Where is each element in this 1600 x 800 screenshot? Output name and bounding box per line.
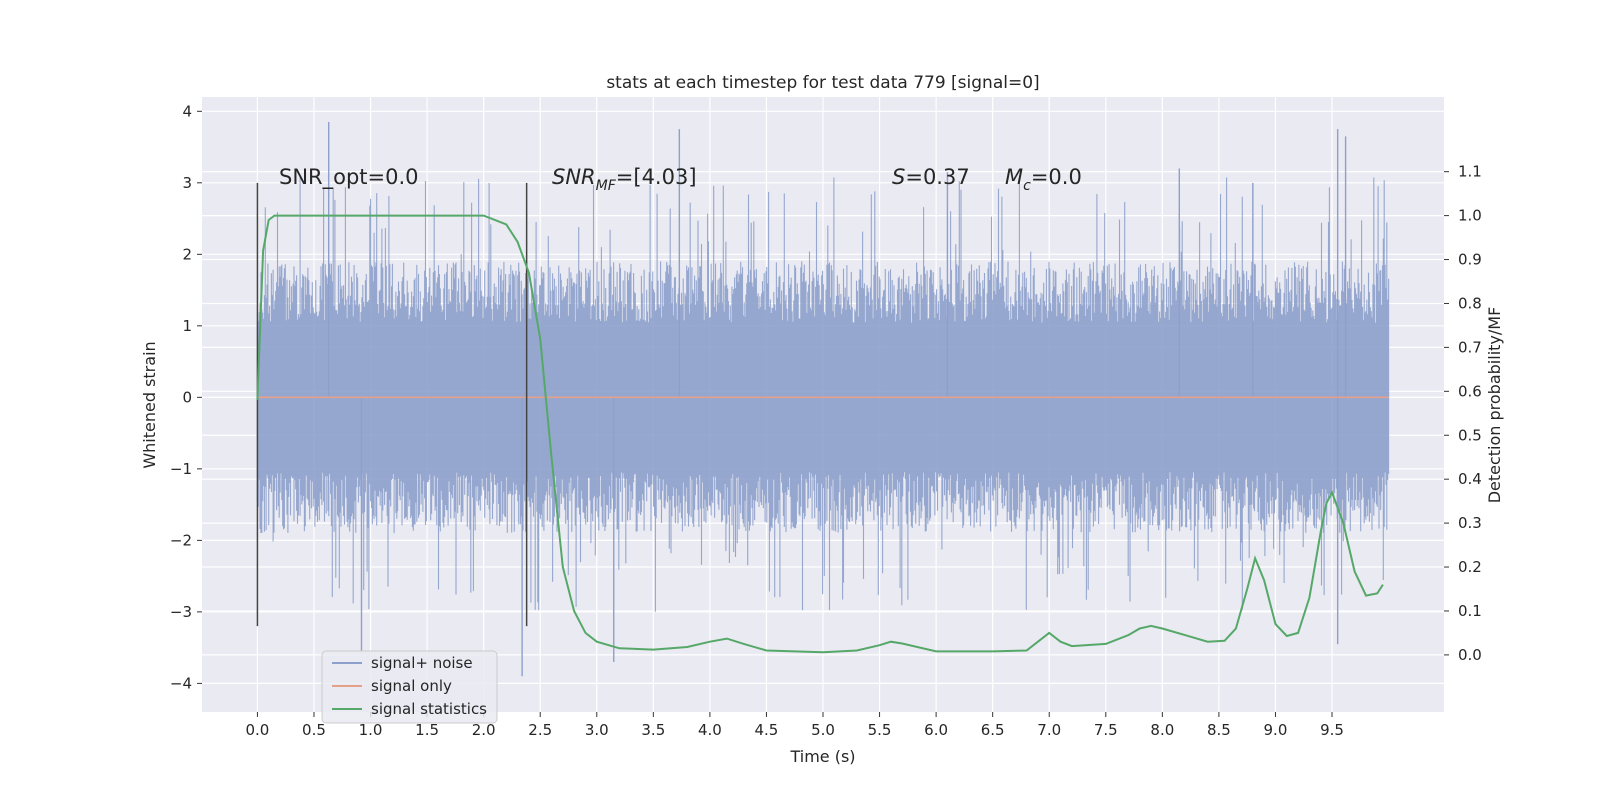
y2-tick-label: 0.4 [1458, 470, 1482, 488]
noise-series [256, 122, 1390, 677]
y2-tick-label: 0.1 [1458, 602, 1482, 620]
legend: signal+ noise signal only signal statist… [321, 650, 498, 724]
x-tick-label: 0.0 [245, 721, 269, 739]
x-tick-label: 8.0 [1150, 721, 1174, 739]
x-tick-label: 2.0 [472, 721, 496, 739]
y2-tick-label: 1.0 [1458, 207, 1482, 225]
y-tick-label: 0 [182, 388, 192, 406]
snr-mf-sub: MF [596, 178, 617, 194]
signal-statistics-series [256, 214, 1384, 654]
x-tick-label: 3.0 [585, 721, 609, 739]
marker-lines [256, 182, 528, 627]
y2-tick-label: 0.5 [1458, 426, 1482, 444]
y-tick-label: 3 [182, 174, 192, 192]
s-symbol: S [892, 165, 905, 189]
s-annotation: S=0.37 [892, 165, 970, 189]
chart-title: stats at each timestep for test data 779… [606, 73, 1039, 93]
mc-value: =0.0 [1031, 165, 1082, 189]
snr-mf-main: SNR [552, 165, 596, 189]
snr-mf-annotation: SNRMF=[4.03] [552, 165, 697, 194]
snr-opt-annotation: SNR_opt=0.0 [279, 165, 419, 190]
statistics-line [256, 214, 1384, 654]
s-value: =0.37 [905, 165, 969, 189]
legend-label-statistics: signal statistics [371, 700, 487, 718]
x-tick-label: 5.0 [811, 721, 835, 739]
y2-tick-label: 0.7 [1458, 338, 1482, 356]
legend-box [321, 650, 498, 724]
y2-tick-label: 0.0 [1458, 646, 1482, 664]
y-axis-label: Whitened strain [140, 341, 159, 468]
y-tick-label: −1 [170, 460, 192, 478]
y-tick-label: 4 [182, 102, 192, 120]
x-tick-label: 8.5 [1207, 721, 1231, 739]
x-tick-label: 7.5 [1094, 721, 1118, 739]
legend-label-noise: signal+ noise [371, 654, 473, 672]
y2-tick-label: 0.6 [1458, 382, 1482, 400]
mc-annotation: Mc=0.0 [1005, 165, 1082, 194]
y2-tick-label: 1.1 [1458, 163, 1482, 181]
y2-tick-label: 0.8 [1458, 294, 1482, 312]
snr-mf-value: =[4.03] [616, 165, 697, 189]
y-tick-label: −3 [170, 603, 192, 621]
mc-main: M [1005, 165, 1023, 189]
x-tick-label: 0.5 [302, 721, 326, 739]
y2-axis-label: Detection probability/MF [1485, 307, 1504, 504]
x-tick-label: 3.5 [641, 721, 665, 739]
y-tick-label: −4 [170, 674, 192, 692]
x-tick-label: 4.5 [755, 721, 779, 739]
x-tick-label: 9.0 [1264, 721, 1288, 739]
x-tick-label: 6.0 [924, 721, 948, 739]
y-tick-label: 1 [182, 317, 192, 335]
mc-sub: c [1023, 178, 1031, 194]
y-tick-labels: 4 3 2 1 0 −1 −2 −3 −4 [170, 102, 202, 692]
x-tick-label: 1.5 [415, 721, 439, 739]
y2-tick-label: 0.3 [1458, 514, 1482, 532]
x-tick-label: 7.0 [1037, 721, 1061, 739]
legend-label-signal-only: signal only [371, 677, 452, 695]
y2-tick-label: 0.9 [1458, 251, 1482, 269]
x-tick-label: 5.5 [868, 721, 892, 739]
y-tick-label: −2 [170, 531, 192, 549]
x-tick-label: 4.0 [698, 721, 722, 739]
x-tick-label: 2.5 [528, 721, 552, 739]
y2-tick-labels: 1.1 1.0 0.9 0.8 0.7 0.6 0.5 0.4 0.3 0.2 0.1 0.0 [1444, 163, 1482, 664]
y2-tick-label: 0.2 [1458, 558, 1482, 576]
x-tick-label: 9.5 [1320, 721, 1344, 739]
y-tick-label: 2 [182, 245, 192, 263]
x-tick-labels: 0.0 0.5 1.0 1.5 2.0 2.5 3.0 3.5 4.0 4.5 5.0 5.5 6.0 6… [245, 712, 1344, 739]
x-axis-label: Time (s) [789, 747, 855, 766]
x-tick-label: 6.5 [981, 721, 1005, 739]
x-tick-label: 1.0 [359, 721, 383, 739]
